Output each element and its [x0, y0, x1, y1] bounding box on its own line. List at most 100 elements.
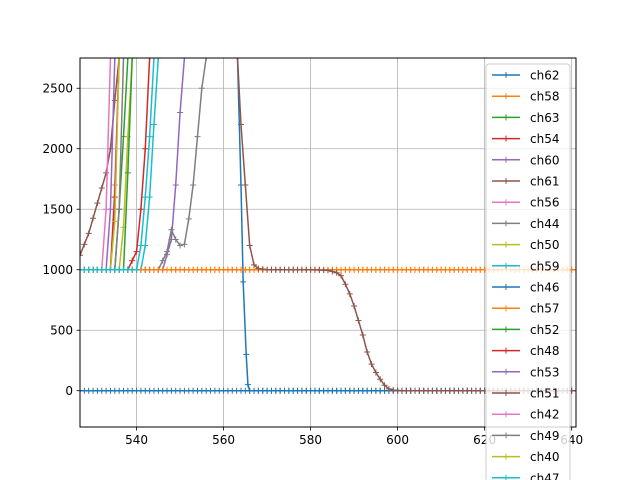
legend-marker: [503, 178, 509, 184]
data-point: [146, 133, 153, 140]
legend-marker: [503, 114, 509, 121]
data-point: [124, 58, 131, 61]
legend-marker: [503, 135, 509, 142]
data-point: [181, 241, 188, 248]
legend-marker: [503, 326, 509, 333]
y-axis: 0 500 1000 1500 2000 2500: [42, 82, 80, 398]
data-point: [259, 266, 266, 273]
data-point: [116, 58, 123, 61]
data-point: [342, 281, 349, 288]
legend-marker: [503, 199, 509, 206]
data-point: [150, 121, 157, 128]
data-point: [181, 58, 188, 61]
data-point: [237, 121, 244, 128]
legend-label: ch49: [530, 429, 559, 443]
data-point: [251, 261, 258, 268]
legend-item-ch46: ch46: [492, 281, 559, 295]
data-point: [172, 236, 179, 243]
data-point: [111, 218, 118, 225]
data-point: [133, 248, 140, 255]
legend-label: ch40: [530, 450, 559, 464]
legend-marker: [503, 453, 509, 460]
data-point: [198, 85, 205, 92]
data-point: [364, 348, 371, 355]
y-tick-label: 2500: [42, 82, 73, 96]
legend-item-ch49: ch49: [492, 429, 559, 443]
data-point: [377, 376, 384, 383]
legend-label: ch56: [530, 196, 559, 210]
y-tick-label: 500: [50, 324, 73, 338]
data-point: [155, 58, 162, 61]
data-point: [129, 58, 136, 61]
data-point: [111, 58, 118, 61]
data-point: [246, 242, 253, 249]
data-point: [573, 387, 576, 394]
legend-item-ch62: ch62: [492, 69, 559, 83]
data-point: [194, 133, 201, 140]
data-point: [103, 206, 110, 213]
data-point: [573, 266, 576, 273]
legend-marker: [503, 220, 509, 227]
data-point: [168, 226, 175, 233]
legend-marker: [503, 93, 509, 100]
legend-marker: [503, 305, 509, 312]
data-point: [240, 278, 247, 285]
x-tick-label: 600: [386, 433, 409, 447]
data-point: [103, 169, 110, 176]
data-point: [177, 109, 184, 116]
data-point: [120, 58, 127, 61]
legend-item-ch54: ch54: [492, 132, 559, 146]
data-point: [81, 241, 88, 248]
legend-label: ch48: [530, 344, 559, 358]
legend-marker: [503, 72, 509, 78]
legend-box: [485, 63, 571, 480]
legend-marker: [503, 262, 509, 269]
series-line: [80, 58, 133, 271]
legend-label: ch61: [530, 175, 559, 189]
series-line: [80, 58, 112, 271]
legend-marker: [503, 347, 509, 354]
legend-item-ch57: ch57: [492, 302, 559, 316]
legend-item-ch53: ch53: [492, 365, 559, 379]
legend: ch62 ch58 ch63 ch54 ch60 ch61 ch56 ch44 ch50 ch59…: [485, 63, 571, 480]
legend-item-ch56: ch56: [492, 196, 559, 210]
legend-marker: [503, 156, 509, 163]
data-point: [94, 200, 101, 207]
data-point: [203, 58, 210, 61]
data-point: [159, 257, 166, 264]
series-line: [80, 58, 207, 271]
data-point: [329, 268, 336, 275]
legend-label: ch53: [530, 365, 559, 379]
data-point: [150, 58, 157, 61]
x-tick-label: 580: [299, 433, 322, 447]
legend-marker: [503, 390, 509, 396]
data-point: [355, 317, 362, 324]
data-point: [338, 272, 345, 279]
data-point: [234, 58, 241, 61]
series-line: [80, 58, 160, 271]
data-point: [137, 206, 144, 213]
data-point: [177, 242, 184, 249]
data-point: [129, 257, 136, 264]
y-tick-label: 1000: [42, 263, 73, 277]
data-point: [98, 185, 105, 192]
y-tick-label: 1500: [42, 203, 73, 217]
data-point: [242, 182, 249, 189]
legend-label: ch52: [530, 323, 559, 337]
y-tick-label: 2000: [42, 142, 73, 156]
legend-marker: [503, 284, 509, 290]
legend-marker: [503, 368, 509, 375]
series-line: [80, 58, 186, 271]
data-point: [124, 169, 131, 176]
data-point: [325, 267, 331, 274]
legend-item-ch42: ch42: [492, 408, 559, 422]
data-point: [372, 369, 379, 376]
data-point: [146, 58, 153, 61]
data-point: [190, 182, 197, 189]
legend-label: ch62: [530, 69, 559, 83]
data-point: [381, 382, 388, 389]
data-point: [185, 215, 192, 222]
legend-label: ch44: [530, 217, 559, 231]
legend-label: ch58: [530, 90, 559, 104]
legend-label: ch47: [530, 471, 559, 480]
